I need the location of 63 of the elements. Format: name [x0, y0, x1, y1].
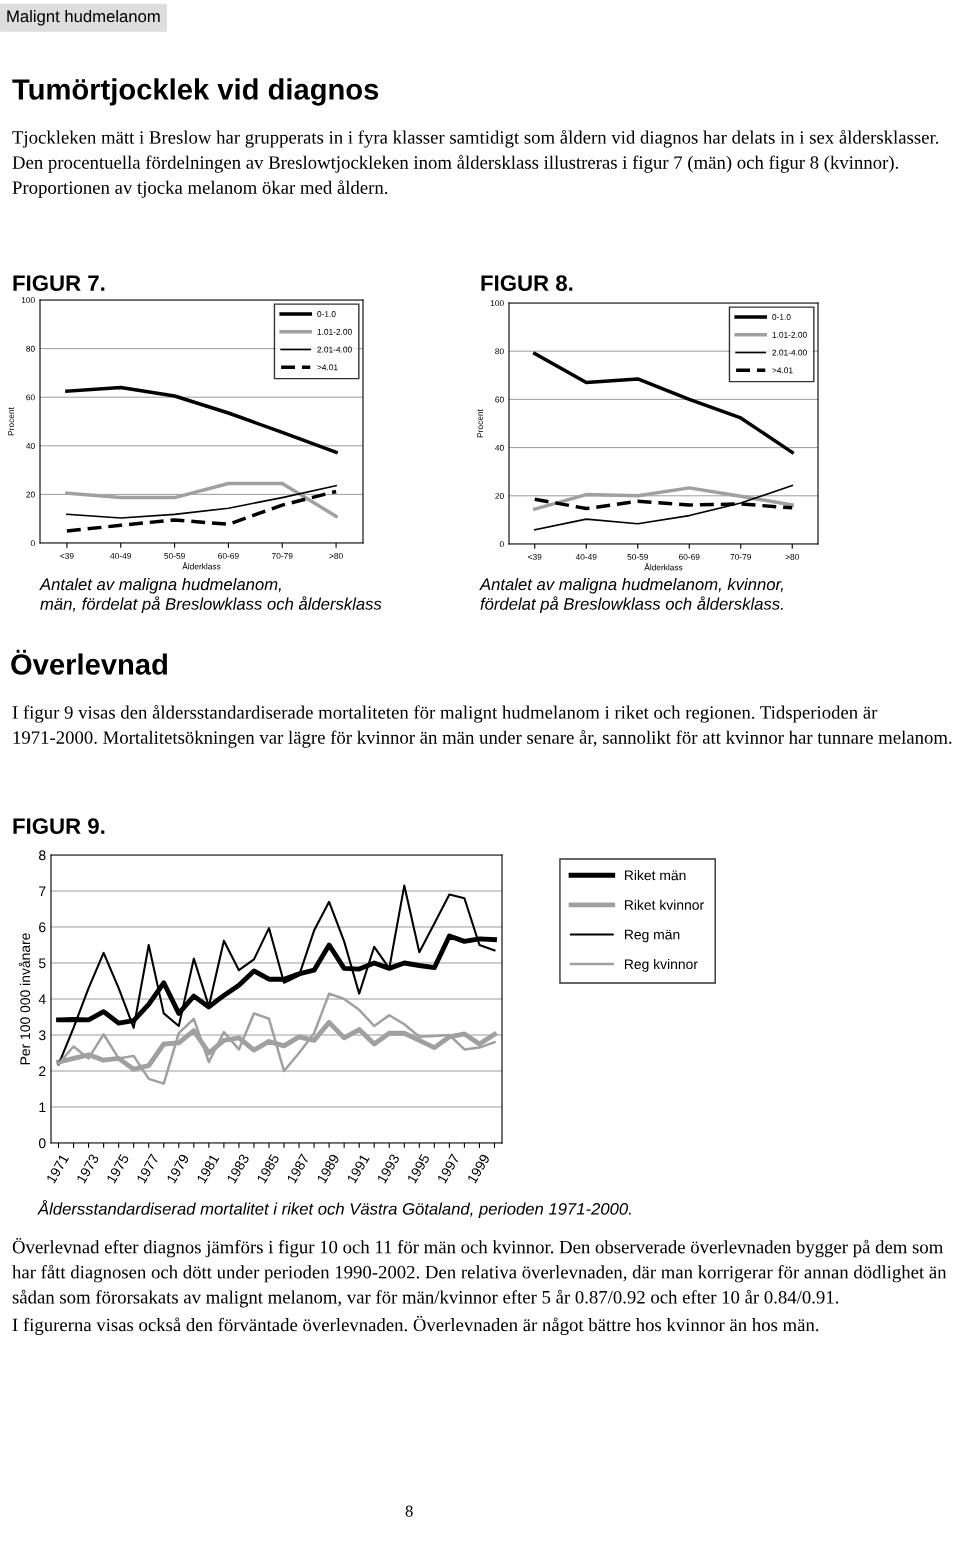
y-tick-label: 1	[39, 1102, 46, 1113]
y-tick-label: 20	[26, 491, 35, 498]
y-tick-label: 5	[38, 958, 46, 969]
x-tick-label: 50-59	[627, 553, 649, 560]
y-tick-label: 40	[495, 444, 504, 451]
text: Åldersstandardiserad mortalitet i riket och Västra Götaland, perioden 1971-2000.	[37, 1200, 631, 1219]
x-tick-label: 60-69	[679, 553, 700, 560]
text: Antalet av maligna hudmelanom, kvinnor, fördelat på Breslowklass och åldersklass.	[479, 578, 783, 614]
x-tick-label: 50-59	[164, 552, 185, 559]
y-tick-label: 2	[39, 1066, 46, 1077]
y-tick-label: 0	[38, 1138, 46, 1149]
legend-label: 1.01-2.00	[317, 328, 352, 335]
y-tick-label: 80	[495, 348, 504, 355]
y-axis-title: Per 100 000 invånare	[18, 933, 31, 1065]
x-axis-title: Ålderklass	[644, 563, 683, 571]
y-tick-label: 8	[39, 850, 46, 861]
y-tick-label: 100	[21, 297, 35, 304]
y-tick-label: 60	[26, 394, 35, 401]
y-tick-label: 100	[490, 300, 504, 307]
y-tick-label: 0	[30, 540, 35, 547]
x-tick-label: <39	[528, 553, 542, 560]
y-tick-label: 6	[39, 922, 46, 933]
text: I figur 9 visas den åldersstandardiserade mortaliteten för malignt hudmelanom i riket och regionen. Tidsperioden är 1971-2000. Mortalitetsökningen var lägre för kvinnor än män under senare år, sannolikt för att kvinnor har tunnare melanom.	[12, 705, 952, 748]
legend-label: Reg kvinnor	[624, 958, 698, 972]
x-tick-label: >80	[785, 553, 799, 560]
y-tick-label: 60	[495, 396, 504, 403]
legend-label: Riket kvinnor	[624, 899, 704, 910]
text: Tumörtjocklek vid diagnos	[12, 78, 379, 106]
legend-label: 2.01-4.00	[772, 349, 807, 356]
chart-title: FIGUR 7.	[13, 275, 105, 291]
chart-title: FIGUR 8.	[481, 275, 573, 291]
legend-label: 2.01-4.00	[317, 346, 352, 353]
y-tick-label: 80	[26, 345, 35, 352]
x-tick-label: 70-79	[272, 552, 293, 559]
y-tick-label: 0	[499, 541, 504, 548]
x-tick-label: 60-69	[218, 552, 239, 559]
y-axis-title: Procent	[477, 409, 484, 438]
text: 8	[405, 1505, 413, 1517]
legend-label: Riket män	[624, 870, 686, 881]
text: Överlevnad efter diagnos jämförs i figur 10 och 11 för män och kvinnor. Den observerade överlevnaden bygger på dem som har fått diagnosen och dött under perioden 1990-2002. Den relativa överlevnaden, där man korrigerar för annan dödlighet än sådan som förorsakats av malignt melanom, var för män/kvinnor efter 5 år 0.87/0.92 och efter 10 år 0.84/0.91. I figurerna visas också den förväntade överlevnaden. Överlevnaden är något bättre hos kvinnor än hos män.	[12, 1238, 947, 1336]
chart-title: FIGUR 9.	[13, 818, 105, 834]
x-tick-label: 40-49	[110, 552, 132, 559]
text: Överlevnad	[11, 649, 167, 675]
x-tick-label: 70-79	[730, 553, 752, 560]
x-tick-label: >80	[329, 552, 343, 559]
y-tick-label: 20	[495, 493, 504, 499]
legend-label: 1.01-2.00	[772, 331, 807, 338]
text: Malignt hudmelanom	[7, 10, 160, 26]
y-tick-label: 4	[38, 994, 46, 1005]
y-tick-label: 7	[39, 886, 46, 897]
legend-label: >4.01	[317, 364, 338, 371]
text: Antalet av maligna hudmelanom, män, fördelat på Breslowklass och åldersklass	[39, 578, 382, 614]
legend-label: 0-1.0	[317, 311, 336, 317]
x-axis-title: Ålderklass	[182, 562, 221, 570]
legend-label: >4.01	[772, 367, 793, 374]
y-axis-title: Procent	[8, 407, 15, 436]
legend-label: 0-1.0	[772, 314, 791, 320]
legend-label: Reg män	[624, 929, 680, 943]
y-tick-label: 3	[38, 1030, 46, 1041]
text: Tjockleken mätt i Breslow har grupperats in i fyra klasser samtidigt som åldern vid diagnos har delats in i sex åldersklasser. Den procentuella fördelningen av Breslowtjockleken inom åldersklass illustreras i figur 7 (män) och figur 8 (kvinnor). Proportionen av tjocka melanom ökar med åldern.	[12, 130, 939, 198]
x-tick-label: 40-49	[575, 553, 597, 560]
y-tick-label: 40	[26, 443, 35, 449]
x-tick-label: <39	[60, 552, 74, 559]
